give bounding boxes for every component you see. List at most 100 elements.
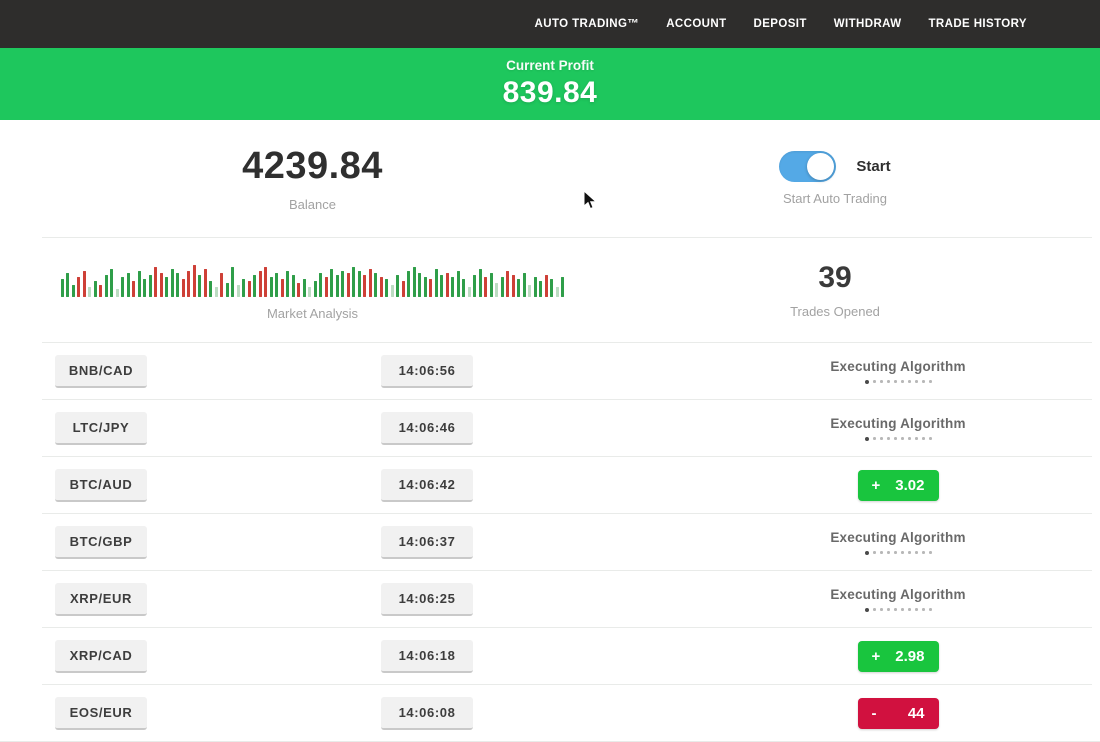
result-sign: + — [871, 476, 881, 494]
progress-dot — [887, 551, 890, 554]
chart-bar — [407, 271, 411, 297]
nav-item-account[interactable]: ACCOUNT — [666, 18, 727, 30]
progress-dot — [887, 437, 890, 440]
chart-bar — [187, 271, 191, 297]
progress-dot — [915, 551, 918, 554]
result-value: 2.98 — [895, 647, 925, 665]
chart-bar — [462, 279, 466, 297]
pair-badge: BTC/GBP — [55, 525, 147, 559]
chart-bar — [192, 265, 196, 297]
progress-dot — [873, 437, 876, 440]
table-row: BTC/GBP 14:06:37 Executing Algorithm — [42, 513, 1092, 570]
chart-bar — [418, 273, 422, 297]
chart-bar — [357, 271, 361, 297]
progress-dot — [864, 436, 869, 441]
balance-value: 4239.84 — [242, 145, 383, 187]
chart-bar — [82, 271, 86, 297]
navbar-menu: AUTO TRADING™ ACCOUNT DEPOSIT WITHDRAW TRADE… — [535, 18, 1027, 30]
progress-dot — [901, 437, 904, 440]
chart-bar — [275, 273, 279, 297]
chart-bar — [335, 275, 339, 297]
stats-row-balance: 4239.84 Balance Start Start Auto Trading — [0, 120, 1100, 237]
table-row: XRP/EUR 14:06:25 Executing Algorithm — [42, 570, 1092, 627]
progress-dot — [894, 551, 897, 554]
executing-label: Executing Algorithm — [830, 415, 966, 431]
trades-opened-value: 39 — [818, 261, 852, 294]
chart-bar — [93, 281, 97, 297]
chart-bar — [214, 287, 218, 297]
chart-bar — [231, 267, 235, 297]
chart-bar — [401, 281, 405, 297]
progress-dot — [922, 380, 925, 383]
executing-label: Executing Algorithm — [830, 529, 966, 545]
progress-dot — [929, 437, 932, 440]
chart-bar — [561, 277, 565, 297]
nav-item-deposit[interactable]: DEPOSIT — [753, 18, 807, 30]
chart-bar — [319, 273, 323, 297]
chart-bar — [154, 267, 158, 297]
progress-dot — [873, 380, 876, 383]
executing-label: Executing Algorithm — [830, 358, 966, 374]
progress-dot — [901, 380, 904, 383]
chart-bar — [511, 275, 515, 297]
executing-status: Executing Algorithm — [830, 587, 965, 612]
progress-dot — [901, 551, 904, 554]
chart-bar — [66, 273, 70, 297]
chart-bar — [539, 281, 543, 297]
chart-bar — [451, 277, 455, 297]
table-row: BTC/AUD 14:06:42 +3.02 — [42, 456, 1092, 513]
chart-bar — [258, 271, 262, 297]
chart-bar — [291, 275, 295, 297]
stats-row-market: Market Analysis 39 Trades Opened — [0, 238, 1100, 342]
executing-status: Executing Algorithm — [830, 416, 965, 441]
chart-bar — [170, 269, 174, 297]
auto-trading-toggle[interactable] — [779, 151, 837, 182]
progress-dot — [873, 608, 876, 611]
chart-bar — [346, 273, 350, 297]
nav-item-trade-history[interactable]: TRADE HISTORY — [928, 18, 1027, 30]
progress-dot — [887, 608, 890, 611]
chart-bar — [528, 285, 532, 297]
progress-dots — [864, 379, 932, 384]
progress-dots — [864, 550, 932, 555]
nav-item-withdraw[interactable]: WITHDRAW — [833, 18, 902, 30]
toggle-state-label: Start — [856, 158, 891, 175]
chart-bar — [242, 279, 246, 297]
progress-dot — [880, 608, 883, 611]
progress-dot — [864, 379, 869, 384]
chart-bar — [506, 271, 510, 297]
time-badge: 14:06:56 — [381, 354, 473, 388]
progress-dot — [922, 551, 925, 554]
progress-dot — [915, 380, 918, 383]
progress-dot — [929, 551, 932, 554]
progress-dot — [908, 551, 911, 554]
progress-dot — [908, 608, 911, 611]
chart-bar — [247, 281, 251, 297]
table-row: XRP/CAD 14:06:18 +2.98 — [42, 627, 1092, 684]
result-value: 3.02 — [895, 476, 925, 494]
chart-bar — [352, 267, 356, 297]
navbar: AUTO TRADING™ ACCOUNT DEPOSIT WITHDRAW TRADE… — [0, 0, 1100, 48]
market-analysis-block: Market Analysis — [0, 259, 625, 321]
chart-bar — [176, 273, 180, 297]
pair-badge: EOS/EUR — [55, 696, 147, 730]
pair-badge: BTC/AUD — [55, 468, 147, 502]
result-sign: - — [871, 704, 877, 722]
chart-bar — [88, 287, 92, 297]
chart-bar — [517, 279, 521, 297]
pair-badge: XRP/CAD — [55, 639, 147, 673]
progress-dot — [915, 608, 918, 611]
nav-item-auto-trading[interactable]: AUTO TRADING™ — [534, 18, 640, 30]
chart-bar — [60, 279, 64, 297]
chart-bar — [341, 271, 345, 297]
chart-bar — [302, 279, 306, 297]
executing-status: Executing Algorithm — [830, 359, 965, 384]
progress-dot — [929, 380, 932, 383]
chart-bar — [209, 281, 213, 297]
chart-bar — [159, 273, 163, 297]
trades-opened-block: 39 Trades Opened — [625, 261, 1045, 319]
pair-badge: LTC/JPY — [55, 411, 147, 445]
chart-bar — [484, 277, 488, 297]
progress-dot — [887, 380, 890, 383]
chart-bar — [495, 283, 499, 297]
